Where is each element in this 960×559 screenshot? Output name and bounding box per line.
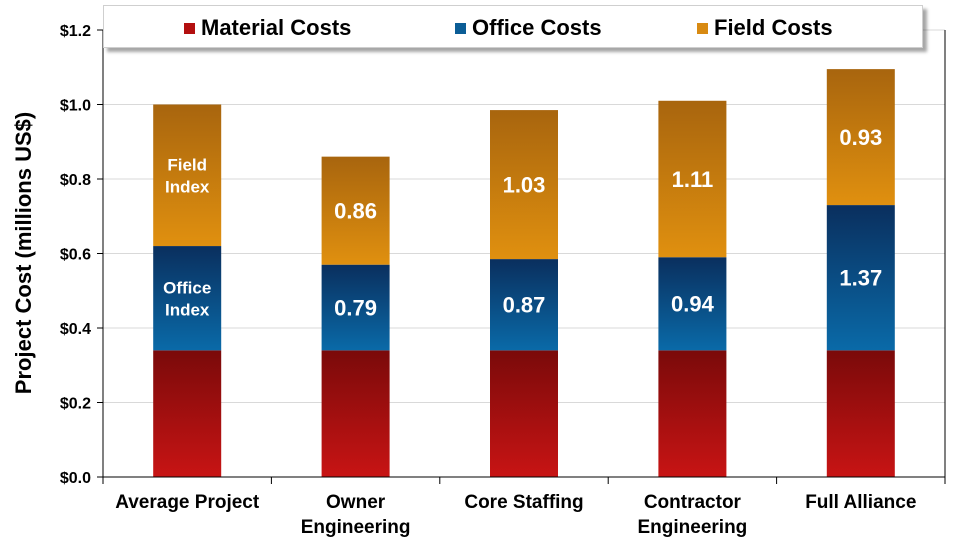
bar-segment-field — [490, 110, 558, 260]
x-tick-label: Owner — [326, 492, 386, 513]
bar-segment-field — [826, 69, 895, 206]
bar-segment-field — [321, 156, 390, 265]
y-tick-label: $0.0 — [60, 470, 91, 487]
bar-segment-office — [321, 264, 390, 351]
bar-segment-office — [658, 257, 727, 351]
bar-label-office: 1.37 — [839, 266, 882, 291]
y-tick-label: $0.4 — [60, 321, 91, 338]
bars — [153, 69, 895, 477]
x-tick-label: Core Staffing — [464, 492, 583, 513]
bar-label-office: 0.79 — [334, 295, 377, 320]
bar-label-office: 0.94 — [671, 292, 715, 317]
bar-label-field: Index — [165, 177, 210, 196]
legend-item-field: Field Costs — [697, 15, 833, 41]
bar-segment-office — [826, 205, 895, 351]
legend-label-material: Material Costs — [201, 15, 352, 40]
y-tick-label: $0.2 — [60, 396, 91, 413]
bar-segment-material — [321, 350, 390, 477]
legend-item-material: Material Costs — [184, 15, 351, 41]
bar-label-office: 0.87 — [503, 293, 546, 318]
bar-labels: Office Index Field Index 0.79 0.86 0.87 1.03 0.9… — [163, 125, 882, 320]
bar-label-field: 1.03 — [503, 173, 546, 198]
bar-segment-material — [153, 350, 222, 477]
bar-segment-material — [658, 350, 727, 477]
y-tick-label: $0.6 — [60, 247, 91, 264]
y-axis-title: Project Cost (millions US$) — [11, 112, 36, 394]
axes: $0.0 $0.2 $0.4 $0.6 $0.8 $1.0 $1.2 Average Proj… — [60, 23, 946, 538]
legend-item-office: Office Costs — [455, 15, 602, 41]
x-tick-label: Engineering — [301, 517, 411, 538]
x-tick-label: Engineering — [638, 517, 748, 538]
legend-swatch-field — [697, 22, 708, 34]
y-tick-label: $1.0 — [60, 98, 91, 115]
bar-segment-field — [658, 100, 727, 258]
x-tick-label: Full Alliance — [805, 492, 916, 513]
bar-segment-office — [153, 246, 222, 351]
bar-segment-field — [153, 104, 222, 247]
bar-segment-material — [826, 350, 895, 477]
legend-swatch-office — [455, 22, 466, 34]
bar-segment-office — [490, 259, 558, 351]
x-tick-label: Average Project — [115, 492, 260, 513]
bar-segment-material — [490, 350, 558, 477]
legend-swatch-material — [184, 22, 195, 34]
legend-label-office: Office Costs — [472, 15, 602, 40]
bar-label-field: 0.86 — [334, 199, 377, 224]
bar-label-office: Office — [163, 278, 211, 297]
y-tick-label: $1.2 — [60, 23, 91, 40]
bar-label-field: 0.93 — [839, 125, 882, 150]
bar-label-office: Index — [165, 300, 210, 319]
y-tick-label: $0.8 — [60, 172, 91, 189]
x-tick-label: Contractor — [644, 492, 742, 513]
bar-label-field: Field — [167, 155, 207, 174]
bar-label-field: 1.11 — [672, 167, 714, 192]
legend-label-field: Field Costs — [714, 15, 833, 40]
legend: Material Costs Office Costs Field Costs — [103, 5, 923, 48]
